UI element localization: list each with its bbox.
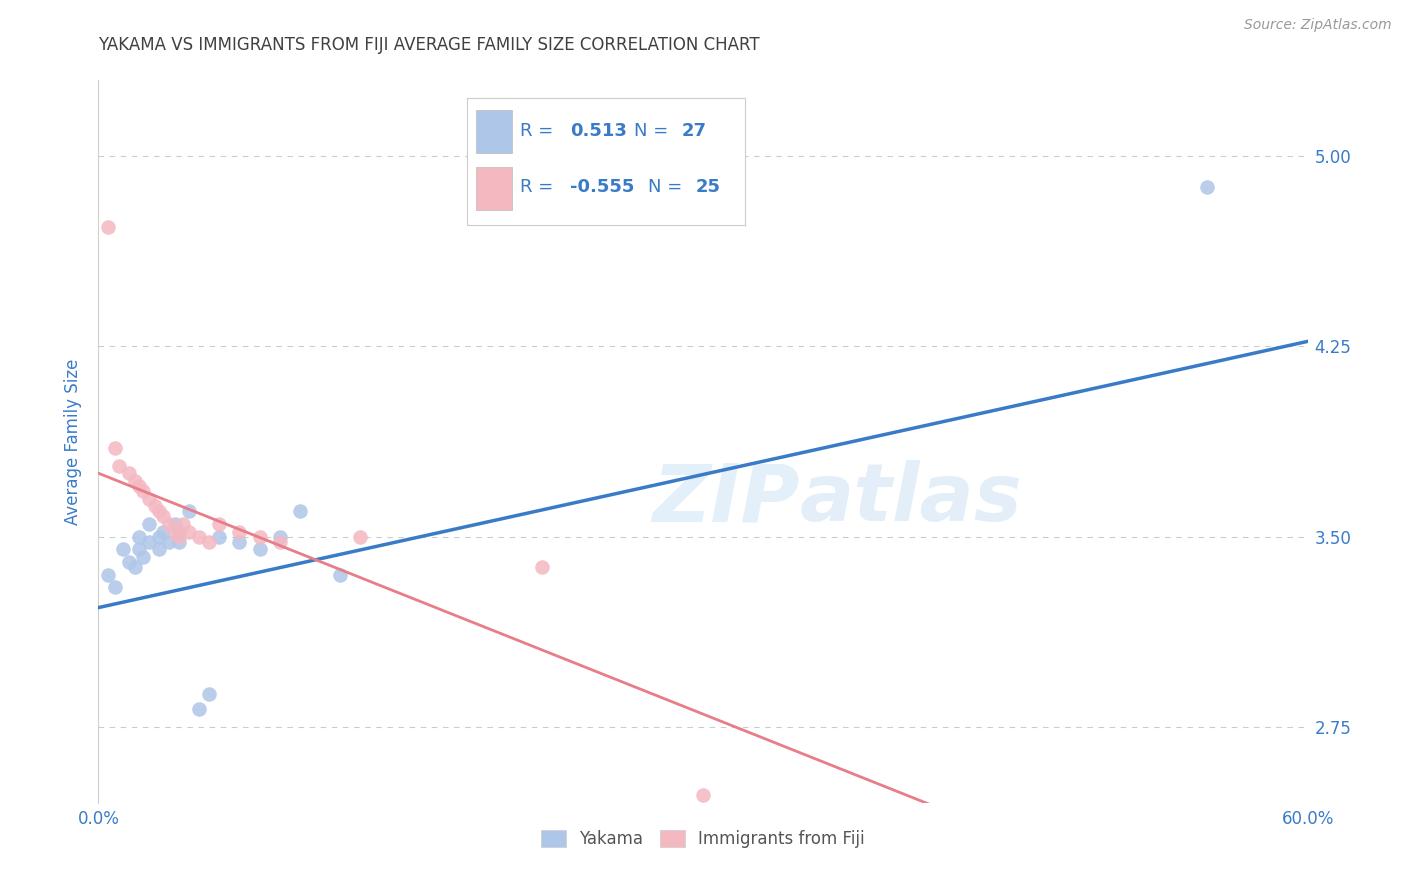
Point: [179, 504, 201, 518]
Point: [188, 702, 211, 716]
Point: [228, 534, 250, 549]
Point: [167, 530, 190, 544]
Point: [124, 474, 146, 488]
Point: [349, 530, 371, 544]
Point: [152, 509, 174, 524]
Point: [228, 524, 250, 539]
Point: [163, 516, 186, 531]
Point: [103, 580, 125, 594]
Point: [269, 530, 291, 544]
Text: Source: ZipAtlas.com: Source: ZipAtlas.com: [1244, 18, 1392, 32]
Point: [148, 504, 170, 518]
Point: [103, 441, 125, 455]
Point: [208, 516, 231, 531]
Point: [132, 483, 155, 498]
Point: [198, 687, 221, 701]
Text: ZIP: ZIP: [652, 460, 800, 539]
Point: [148, 530, 170, 544]
Text: atlas: atlas: [800, 460, 1022, 539]
Point: [188, 530, 211, 544]
Point: [157, 534, 180, 549]
Point: [97, 567, 120, 582]
Point: [530, 560, 553, 574]
Point: [107, 458, 129, 473]
Point: [163, 524, 186, 539]
Point: [288, 504, 311, 518]
Point: [208, 530, 231, 544]
Point: [269, 534, 291, 549]
Legend: Yakama, Immigrants from Fiji: Yakama, Immigrants from Fiji: [529, 818, 877, 860]
Point: [118, 467, 141, 481]
Point: [97, 220, 120, 235]
Point: [172, 516, 194, 531]
Point: [128, 542, 150, 557]
Point: [132, 549, 155, 564]
Point: [179, 524, 201, 539]
Point: [138, 516, 160, 531]
Point: [167, 524, 190, 539]
Point: [329, 567, 352, 582]
Point: [152, 524, 174, 539]
Point: [111, 542, 134, 557]
Point: [157, 516, 180, 531]
Point: [249, 542, 271, 557]
Point: [128, 530, 150, 544]
Point: [1195, 179, 1218, 194]
Point: [118, 555, 141, 569]
Point: [124, 560, 146, 574]
Text: YAKAMA VS IMMIGRANTS FROM FIJI AVERAGE FAMILY SIZE CORRELATION CHART: YAKAMA VS IMMIGRANTS FROM FIJI AVERAGE F…: [98, 36, 761, 54]
Point: [128, 479, 150, 493]
Y-axis label: Average Family Size: Average Family Size: [65, 359, 83, 524]
Point: [143, 499, 166, 513]
Point: [692, 788, 714, 802]
Point: [138, 534, 160, 549]
Point: [138, 491, 160, 506]
Point: [198, 534, 221, 549]
Point: [167, 534, 190, 549]
Point: [148, 542, 170, 557]
Point: [249, 530, 271, 544]
